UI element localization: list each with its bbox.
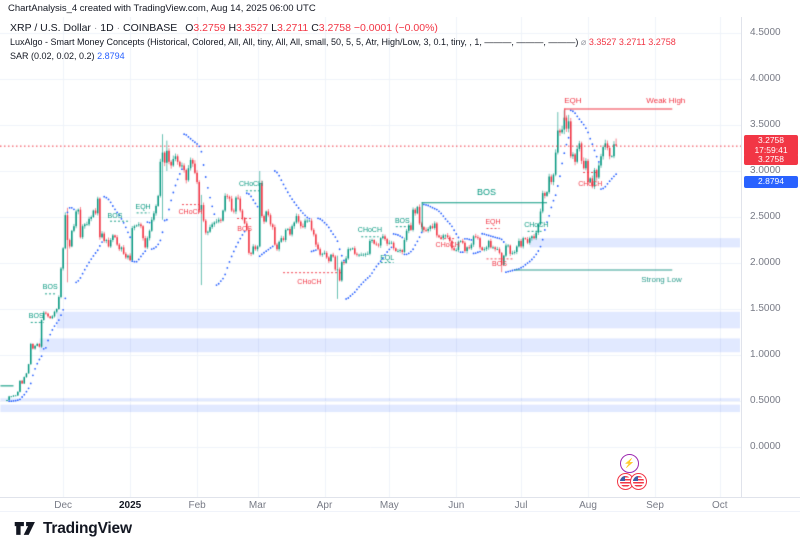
y-axis-tick: 1.0000 (750, 349, 781, 360)
x-axis-tick: Apr (316, 500, 333, 511)
price-badge: 3.2758 17:59:41 (744, 135, 798, 157)
tradingview-logo[interactable]: TradingView (14, 520, 132, 538)
x-axis-tick: Jul (514, 500, 528, 511)
chart-canvas[interactable] (0, 17, 741, 497)
price-badge: 2.8794 (744, 176, 798, 188)
y-axis-tick: 1.5000 (750, 303, 781, 314)
y-axis-tick: 2.0000 (750, 257, 781, 268)
smc-value-3: 3.2758 (648, 37, 676, 47)
us-flag-event-icon (630, 472, 648, 490)
ohlc-open-label: O (185, 22, 194, 34)
indicator-params: (Historical, Colored, All, All, tiny, Al… (147, 37, 579, 47)
time-axis[interactable]: Dec 2025 Feb Mar Apr May Jun Jul Aug Sep Oct (0, 497, 800, 512)
lightning-event-icon: ⚡ (619, 453, 639, 473)
x-axis-tick: Jun (448, 500, 465, 511)
x-axis-tick: Oct (712, 500, 728, 511)
x-axis-tick: Aug (579, 500, 597, 511)
sar-value: 2.8794 (97, 51, 125, 61)
legend-indicator-row[interactable]: LuxAlgo - Smart Money Concepts (Historic… (10, 35, 676, 49)
chart-pane[interactable]: XRP / U.S. Dollar · 1D · COINBASE O3.275… (0, 17, 741, 497)
y-axis-tick: 4.0000 (750, 73, 781, 84)
indicator-name: LuxAlgo - Smart Money Concepts (10, 37, 145, 47)
y-axis-tick: 0.5000 (750, 395, 781, 406)
ohlc-open-value: 3.2759 (193, 22, 226, 34)
timeframe: 1D (100, 22, 114, 34)
x-axis-tick: Mar (248, 500, 267, 511)
ohlc-close-label: C (311, 22, 319, 34)
y-axis-tick: 3.0000 (750, 165, 781, 176)
price-badge: 3.2758 (744, 153, 798, 166)
ohlc-high-label: H (228, 22, 237, 34)
title-bar: ChartAnalysis_4 created with TradingView… (0, 0, 800, 18)
footer: TradingView (0, 511, 800, 552)
y-axis-tick: 3.5000 (750, 119, 781, 130)
legend-symbol-row[interactable]: XRP / U.S. Dollar · 1D · COINBASE O3.275… (10, 22, 438, 34)
ohlc-high-value: 3.3527 (236, 22, 269, 34)
legend-sar-row[interactable]: SAR (0.02, 0.02, 0.2) 2.8794 (10, 49, 676, 63)
y-axis-tick: 4.5000 (750, 27, 781, 38)
y-axis-tick: 2.5000 (750, 211, 781, 222)
x-axis-tick: 2025 (118, 500, 142, 511)
chart-title: ChartAnalysis_4 created with TradingView… (8, 3, 316, 14)
ohlc-low-label: L (271, 22, 277, 34)
smc-value-1: 3.3527 (588, 37, 617, 47)
x-axis-tick: Feb (188, 500, 206, 511)
x-axis-tick: Sep (646, 500, 664, 511)
y-axis-tick: 0.0000 (750, 441, 781, 452)
x-axis-tick: May (379, 500, 399, 511)
tradingview-mark-icon (14, 522, 35, 535)
legend: XRP / U.S. Dollar · 1D · COINBASE O3.275… (10, 21, 676, 63)
tradingview-brand-text: TradingView (43, 520, 132, 537)
ohlc-close-value: 3.2758 (318, 22, 351, 34)
exchange: COINBASE (123, 22, 178, 34)
x-axis-tick: Dec (54, 500, 73, 511)
sar-name: SAR (0.02, 0.02, 0.2) (10, 51, 95, 61)
change-value: −0.0001 (−0.00%) (353, 22, 438, 34)
empty-value-icon: ⌀ (580, 37, 587, 47)
smc-value-2: 3.2711 (618, 37, 646, 47)
ohlc-low-value: 3.2711 (276, 22, 309, 34)
price-axis[interactable]: 4.5000 4.0000 3.5000 3.0000 2.5000 2.0000 1.50… (741, 17, 800, 497)
symbol-name: XRP / U.S. Dollar (10, 22, 91, 34)
